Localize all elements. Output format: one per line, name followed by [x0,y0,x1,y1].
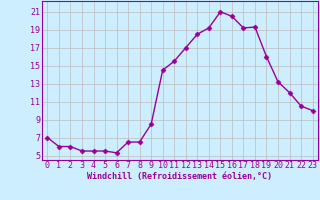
X-axis label: Windchill (Refroidissement éolien,°C): Windchill (Refroidissement éolien,°C) [87,172,273,181]
